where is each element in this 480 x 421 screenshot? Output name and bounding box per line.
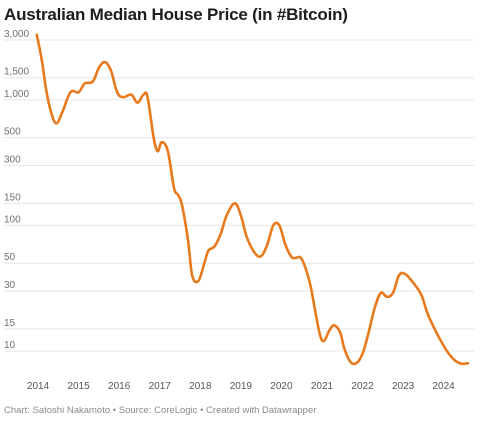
y-tick-label: 15: [4, 318, 16, 329]
y-axis-ticks: 3,000 1,500 1,000 500 300 150 100 50 30 15 10: [4, 29, 29, 351]
footer-separator: •: [110, 405, 119, 416]
x-tick-label: 2016: [108, 381, 131, 392]
x-tick-label: 2020: [270, 381, 293, 392]
x-tick-label: 2018: [189, 381, 212, 392]
x-tick-label: 2014: [27, 381, 50, 392]
footer-created-with: Created with Datawrapper: [206, 405, 317, 416]
x-tick-label: 2017: [149, 381, 172, 392]
footer-separator: •: [197, 405, 207, 416]
x-axis-ticks: 2014 2015 2016 2017 2018 2019 2020 2021 2022 2023…: [27, 381, 455, 392]
grid-lines: [4, 39, 474, 352]
y-tick-label: 1,000: [4, 89, 29, 100]
footer-source: Source: CoreLogic: [118, 405, 198, 416]
y-tick-label: 300: [4, 155, 21, 166]
x-tick-label: 2021: [311, 381, 334, 392]
y-tick-label: 10: [4, 340, 16, 351]
x-tick-label: 2019: [230, 381, 253, 392]
x-tick-label: 2024: [433, 381, 456, 392]
y-tick-label: 3,000: [4, 29, 29, 40]
chart-footer: Chart: Satoshi Nakamoto • Source: CoreLo…: [4, 405, 316, 416]
y-tick-label: 500: [4, 127, 21, 138]
y-tick-label: 50: [4, 252, 16, 263]
y-tick-label: 1,500: [4, 67, 29, 78]
x-tick-label: 2022: [351, 381, 374, 392]
y-tick-label: 30: [4, 280, 16, 291]
series-line: [35, 33, 470, 366]
x-tick-label: 2015: [67, 381, 90, 392]
footer-chart-by: Chart: Satoshi Nakamoto: [4, 405, 111, 416]
x-tick-label: 2023: [392, 381, 415, 392]
y-tick-label: 100: [4, 214, 21, 225]
y-tick-label: 150: [4, 192, 21, 203]
chart-title: Australian Median House Price (in #Bitco…: [4, 5, 348, 24]
